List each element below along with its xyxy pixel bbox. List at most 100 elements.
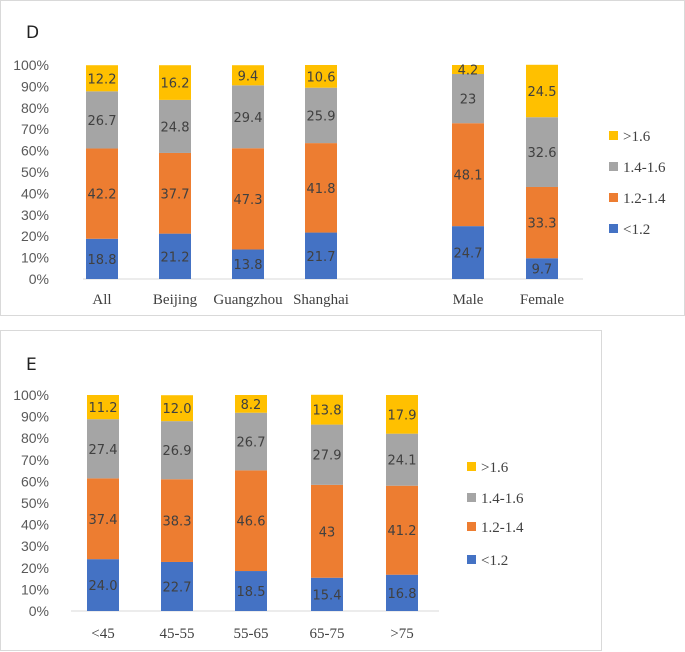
data-label-guangzhou-gt-1-6: 9.4	[238, 69, 259, 84]
data-label-female-gt-1-6: 24.5	[528, 85, 557, 100]
legend-swatch-lt-1-2	[609, 224, 618, 233]
bar-segment-45-55-1-2-1-4	[161, 479, 193, 562]
bar-segment-all-1-2-1-4	[86, 148, 118, 239]
stacked-bar-chart-e: 0% 10% 20% 30% 40% 50% 60% 70% 80% 90% 100% 24.0 37.…	[13, 387, 524, 642]
data-label-45-55-1-4-1-6: 26.9	[163, 444, 192, 459]
data-label-female-1-4-1-6: 32.6	[528, 146, 557, 161]
bar-segment-55-65-1-2-1-4	[235, 470, 267, 572]
x-tick-label-gt-75: >75	[390, 626, 413, 642]
bar-segment-65-75-1-2-1-4	[311, 484, 343, 578]
y-tick-label: 100%	[13, 387, 49, 403]
y-tick-label: 50%	[21, 495, 49, 511]
data-label-male-1-4-1-6: 23	[460, 93, 477, 108]
data-label-lt-45-gt-1-6: 11.2	[89, 401, 118, 416]
bar-segment-gt-75-1-2-1-4	[386, 485, 418, 575]
bar-segment-gt-75-gt-1-6	[386, 395, 418, 434]
legend-label-1-4-1-6: 1.4-1.6	[623, 160, 666, 176]
data-label-55-65-1-2-1-4: 46.6	[237, 515, 266, 530]
bar-segment-female-1-2-1-4	[526, 186, 558, 259]
y-tick-label: 60%	[21, 143, 49, 159]
data-label-beijing-1-4-1-6: 24.8	[161, 120, 190, 135]
data-label-shanghai-1-4-1-6: 25.9	[307, 109, 336, 124]
panel-label-e: E	[26, 355, 37, 375]
bar-segment-lt-45-1-2-1-4	[87, 478, 119, 560]
bar-segment-male-lt-1-2	[452, 226, 484, 279]
bar-segment-guangzhou-1-2-1-4	[232, 148, 264, 250]
bar-segment-65-75-1-4-1-6	[311, 424, 343, 485]
bar-segment-all-gt-1-6	[86, 65, 118, 92]
data-label-45-55-1-2-1-4: 38.3	[163, 515, 192, 530]
data-label-beijing-lt-1-2: 21.2	[161, 250, 190, 265]
y-tick-label: 70%	[21, 452, 49, 468]
y-tick-label: 90%	[21, 78, 49, 94]
x-tick-label-male: Male	[453, 292, 484, 308]
y-tick-label: 30%	[21, 207, 49, 223]
legend-label-1-4-1-6: 1.4-1.6	[481, 491, 524, 507]
data-label-all-1-4-1-6: 26.7	[88, 114, 117, 129]
y-tick-label: 50%	[21, 164, 49, 180]
data-label-female-lt-1-2: 9.7	[532, 263, 553, 278]
y-tick-label: 80%	[21, 100, 49, 116]
bar-segment-lt-45-1-4-1-6	[87, 419, 119, 479]
data-label-beijing-1-2-1-4: 37.7	[161, 187, 190, 202]
bar-segment-male-1-2-1-4	[452, 123, 484, 227]
bar-segment-shanghai-1-2-1-4	[305, 143, 337, 233]
bar-segment-male-gt-1-6	[452, 65, 484, 74]
bar-segment-female-gt-1-6	[526, 64, 558, 118]
data-label-65-75-1-2-1-4: 43	[319, 525, 336, 540]
data-label-shanghai-gt-1-6: 10.6	[307, 70, 336, 85]
bar-segment-all-1-4-1-6	[86, 91, 118, 149]
x-tick-label-lt-45: <45	[91, 626, 114, 642]
bar-segment-65-75-lt-1-2	[311, 577, 343, 611]
data-label-65-75-lt-1-2: 15.4	[313, 588, 342, 603]
y-tick-label: 40%	[21, 185, 49, 201]
bar-segment-65-75-gt-1-6	[311, 394, 343, 425]
data-label-beijing-gt-1-6: 16.2	[161, 77, 190, 92]
data-label-guangzhou-lt-1-2: 13.8	[234, 258, 263, 273]
legend-label-lt-1-2: <1.2	[481, 553, 508, 569]
bar-segment-45-55-gt-1-6	[161, 395, 193, 422]
y-tick-label: 60%	[21, 473, 49, 489]
y-tick-label: 30%	[21, 538, 49, 554]
stacked-bar-chart-d: 0% 10% 20% 30% 40% 50% 60% 70% 80% 90% 100% 18.8 42.…	[13, 57, 666, 308]
bar-segment-shanghai-1-4-1-6	[305, 87, 337, 144]
bar-segment-shanghai-gt-1-6	[305, 65, 337, 88]
data-label-55-65-1-4-1-6: 26.7	[237, 436, 266, 451]
data-label-all-lt-1-2: 18.8	[88, 253, 117, 268]
x-tick-label-55-65: 55-65	[234, 626, 269, 642]
bar-segment-55-65-gt-1-6	[235, 395, 267, 413]
legend-swatch-gt-1-6	[609, 131, 618, 140]
bar-segment-guangzhou-1-4-1-6	[232, 85, 264, 149]
y-tick-label: 10%	[21, 581, 49, 597]
y-tick-label: 90%	[21, 409, 49, 425]
bar-segment-shanghai-lt-1-2	[305, 232, 337, 279]
bar-segment-beijing-lt-1-2	[159, 233, 191, 279]
x-tick-label-guangzhou: Guangzhou	[213, 292, 283, 308]
y-tick-label: 20%	[21, 228, 49, 244]
y-tick-label: 80%	[21, 430, 49, 446]
data-label-shanghai-1-2-1-4: 41.8	[307, 182, 336, 197]
y-tick-label: 0%	[29, 603, 49, 619]
data-label-lt-45-1-4-1-6: 27.4	[89, 443, 118, 458]
legend-swatch-1-4-1-6	[467, 493, 476, 502]
bar-segment-lt-45-gt-1-6	[87, 395, 119, 420]
y-tick-label: 40%	[21, 517, 49, 533]
bar-segment-male-1-4-1-6	[452, 73, 484, 124]
data-label-lt-45-1-2-1-4: 37.4	[89, 513, 118, 528]
data-label-45-55-gt-1-6: 12.0	[163, 402, 192, 417]
bar-segment-female-lt-1-2	[526, 258, 558, 279]
data-label-65-75-gt-1-6: 13.8	[313, 404, 342, 419]
bar-segment-beijing-1-4-1-6	[159, 99, 191, 153]
bar-segment-beijing-gt-1-6	[159, 65, 191, 100]
bar-segment-gt-75-1-4-1-6	[386, 433, 418, 486]
bar-segment-female-1-4-1-6	[526, 117, 558, 187]
x-tick-label-female: Female	[520, 292, 564, 308]
data-label-45-55-lt-1-2: 22.7	[163, 580, 192, 595]
data-label-gt-75-gt-1-6: 17.9	[388, 408, 417, 423]
data-label-all-gt-1-6: 12.2	[88, 72, 117, 87]
bar-segment-55-65-lt-1-2	[235, 571, 267, 611]
y-tick-label: 0%	[29, 271, 49, 287]
data-label-all-1-2-1-4: 42.2	[88, 188, 117, 203]
bar-segment-55-65-1-4-1-6	[235, 412, 267, 471]
x-tick-label-all: All	[92, 292, 111, 308]
